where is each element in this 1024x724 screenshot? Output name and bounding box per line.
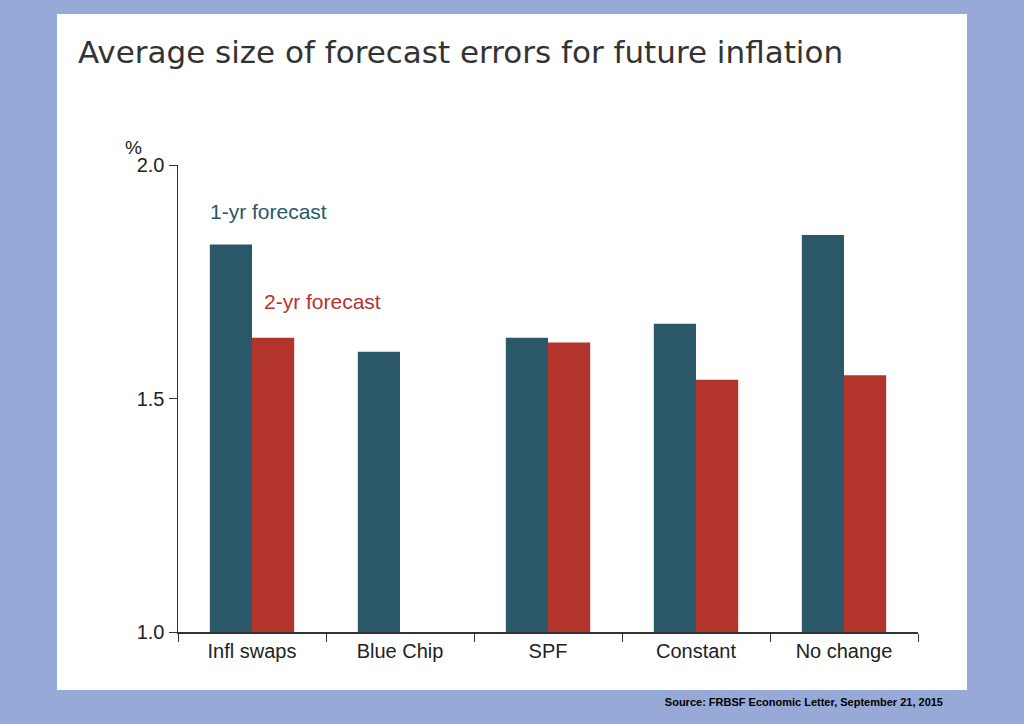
svg-text:Average size of forecast error: Average size of forecast errors for futu… xyxy=(78,34,843,70)
svg-text:2-yr forecast: 2-yr forecast xyxy=(264,290,381,313)
svg-text:SPF: SPF xyxy=(529,640,568,662)
html-text:Source: FRBSF Economic Letter,: Source: FRBSF Economic Letter, September… xyxy=(664,696,943,708)
svg-text:1.0: 1.0 xyxy=(137,621,165,643)
svg-text:Blue Chip: Blue Chip xyxy=(357,640,444,662)
svg-text:2.0: 2.0 xyxy=(137,154,165,176)
svg-text:1-yr forecast: 1-yr forecast xyxy=(210,200,327,223)
svg-text:Constant: Constant xyxy=(656,640,736,662)
svg-text:1.5: 1.5 xyxy=(137,388,165,410)
svg-text:No change: No change xyxy=(796,640,893,662)
svg-text:Infl swaps: Infl swaps xyxy=(208,640,297,662)
svg-text:%: % xyxy=(125,137,142,158)
